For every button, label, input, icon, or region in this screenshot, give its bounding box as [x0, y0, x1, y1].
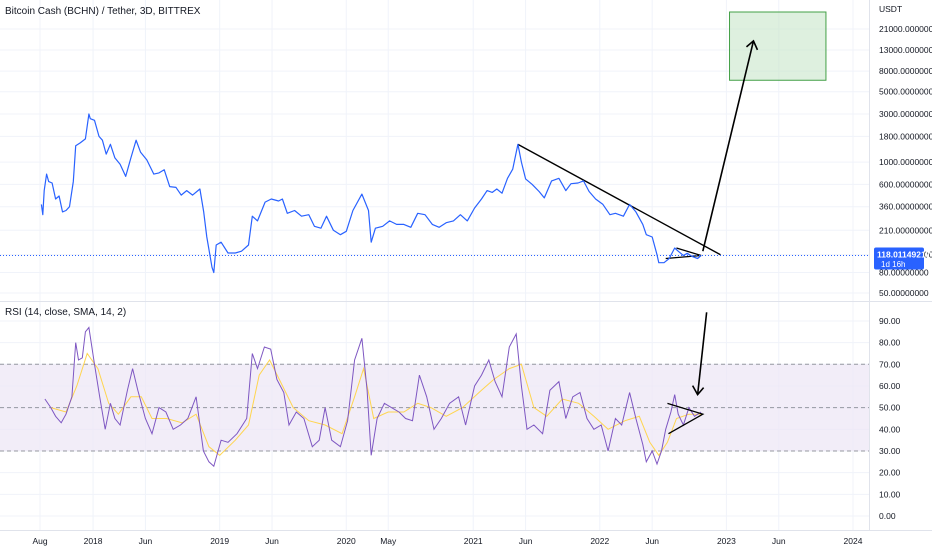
rsi-tick-label: 90.00: [879, 316, 901, 326]
time-tick-label: 2023: [717, 536, 736, 546]
time-tick-label: 2019: [210, 536, 229, 546]
price-panel: [0, 113, 869, 274]
price-tick-label: 8000.00000000: [879, 66, 932, 76]
time-tick-label: 2020: [337, 536, 356, 546]
rsi-line: [44, 326, 702, 468]
rsi-tick-label: 10.00: [879, 489, 901, 499]
price-tick-label: 50.00000000: [879, 288, 929, 298]
rsi-tick-label: 50.00: [879, 403, 901, 413]
price-arrow[interactable]: [702, 40, 755, 252]
time-tick-label: Jun: [139, 536, 153, 546]
descending-trendline[interactable]: [517, 143, 721, 256]
rsi-arrow[interactable]: [696, 312, 708, 395]
rsi-tick-label: 0.00: [879, 511, 896, 521]
price-tick-label: 5000.00000000: [879, 87, 932, 97]
last-price-badge: 118.01149217 1d 16h: [874, 247, 931, 270]
price-triangle[interactable]: [665, 247, 702, 260]
rsi-title: RSI (14, close, SMA, 14, 2): [5, 307, 126, 318]
price-tick-label: 3000.00000000: [879, 109, 932, 119]
price-tick-label: 80.00000000: [879, 267, 929, 277]
price-tick-label: 13000.00000000: [879, 45, 932, 55]
price-tick-label: 1800.00000000: [879, 131, 932, 141]
chart-title: Bitcoin Cash (BCHN) / Tether, 3D, BITTRE…: [5, 6, 201, 17]
price-tick-label: 1000.00000000: [879, 157, 932, 167]
currency-label: USDT: [879, 4, 902, 14]
rsi-sma-line: [50, 352, 702, 457]
time-tick-label: 2024: [844, 536, 863, 546]
price-tick-label: 360.00000000: [879, 202, 932, 212]
last-price-badge-bg: [874, 247, 924, 270]
price-tick-label: 600.00000000: [879, 179, 932, 189]
rsi-axis[interactable]: 90.00 80.00 70.00 60.00 50.00 40.00 30.00 20.00…: [879, 316, 901, 521]
rsi-tick-label: 80.00: [879, 338, 901, 348]
rsi-arrow-head[interactable]: [691, 385, 705, 397]
time-tick-label: 2022: [590, 536, 609, 546]
price-tick-label: 210.00000000: [879, 225, 932, 235]
last-price-countdown: 1d 16h: [881, 260, 905, 269]
time-axis[interactable]: Aug 2018 Jun 2019 Jun 2020 May 2021 Jun 2022 Jun 20…: [32, 536, 862, 546]
time-tick-label: Jun: [772, 536, 786, 546]
price-line: [40, 113, 702, 274]
last-price-value: 118.01149217: [877, 250, 931, 260]
rsi-triangle[interactable]: [667, 402, 705, 435]
time-tick-label: May: [380, 536, 397, 546]
rsi-tick-label: 60.00: [879, 381, 901, 391]
rsi-tick-label: 30.00: [879, 446, 901, 456]
time-tick-label: Aug: [32, 536, 47, 546]
time-tick-label: 2018: [84, 536, 103, 546]
time-tick-label: 2021: [464, 536, 483, 546]
time-tick-label: Jun: [519, 536, 533, 546]
rsi-tick-label: 20.00: [879, 468, 901, 478]
price-arrow-head[interactable]: [745, 39, 759, 51]
rsi-tick-label: 70.00: [879, 359, 901, 369]
time-tick-label: Jun: [265, 536, 279, 546]
trend-drawings[interactable]: [517, 11, 827, 435]
rsi-tick-label: 40.00: [879, 424, 901, 434]
price-tick-label: 21000.00000000: [879, 24, 932, 34]
time-tick-label: Jun: [645, 536, 659, 546]
rsi-panel: [0, 326, 869, 468]
target-box[interactable]: [729, 11, 827, 81]
